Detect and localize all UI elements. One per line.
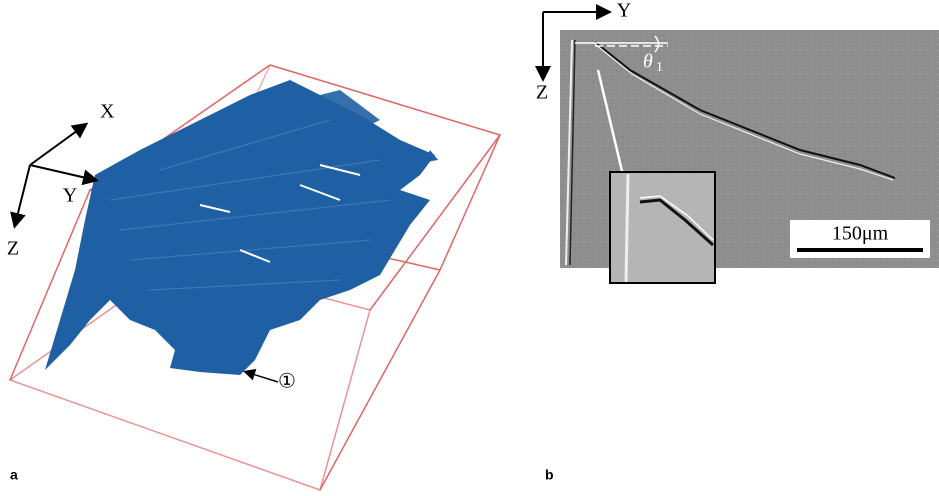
figure: X Y Z ① a θ 1 150μm Y Z b — [0, 0, 939, 496]
marker-label: ① — [278, 371, 296, 393]
axis-triad — [15, 125, 95, 225]
axis-x-label: X — [100, 101, 115, 123]
panel-b: θ 1 150μm Y Z b — [536, 0, 939, 483]
panel-label: a — [10, 467, 18, 483]
scale-bar — [797, 248, 923, 252]
axis-z-label: Z — [7, 238, 19, 260]
marker-arrow — [246, 372, 278, 382]
scale-bar-label: 150μm — [832, 223, 889, 245]
axis-y-label: Y — [63, 185, 77, 207]
inset-line — [626, 174, 628, 282]
angle-symbol: θ — [643, 51, 653, 73]
panel-a: X Y Z ① a — [7, 65, 500, 490]
angle-subscript: 1 — [656, 60, 663, 75]
panel-label: b — [545, 467, 554, 483]
axis-y-label: Y — [617, 0, 631, 22]
axis-z-label: Z — [536, 82, 548, 104]
crack-surface — [45, 80, 438, 375]
